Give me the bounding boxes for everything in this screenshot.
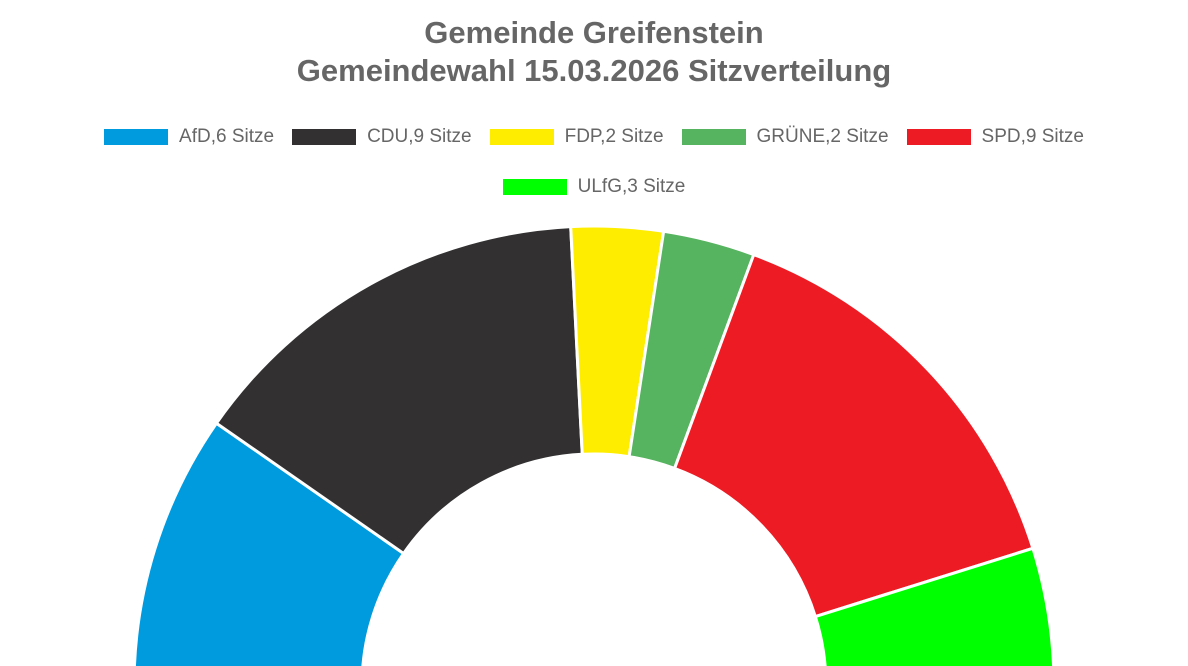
legend-swatch-afd bbox=[104, 129, 169, 145]
chart-title-line-2: Gemeindewahl 15.03.2026 Sitzverteilung bbox=[296, 53, 892, 88]
legend-swatch-fdp bbox=[489, 129, 554, 145]
legend-swatch-spd bbox=[906, 129, 971, 145]
legend-label-fdp: FDP,2 Sitze bbox=[564, 126, 664, 147]
legend-label-afd: AfD,6 Sitze bbox=[179, 126, 275, 147]
legend-item-afd[interactable]: AfD,6 Sitze bbox=[104, 126, 274, 148]
legend-item-ulfg[interactable]: ULfG,3 Sitze bbox=[502, 176, 686, 198]
legend-item-spd[interactable]: SPD,9 Sitze bbox=[906, 126, 1084, 148]
slice-spd[interactable] bbox=[672, 252, 1035, 619]
legend-swatch-ulfg bbox=[502, 179, 567, 195]
legend-label-cdu: CDU,9 Sitze bbox=[367, 126, 472, 147]
legend-item-gruene[interactable]: GRÜNE,2 Sitze bbox=[681, 126, 889, 148]
legend-label-ulfg: ULfG,3 Sitze bbox=[577, 176, 686, 197]
legend-label-gruene: GRÜNE,2 Sitze bbox=[756, 126, 889, 147]
legend: AfD,6 Sitze CDU,9 Sitze FDP,2 Sitze GRÜN… bbox=[0, 126, 1188, 198]
legend-item-fdp[interactable]: FDP,2 Sitze bbox=[489, 126, 664, 148]
slice-cdu[interactable] bbox=[214, 225, 584, 556]
chart-title: Gemeinde Greifenstein Gemeindewahl 15.03… bbox=[0, 14, 1188, 90]
legend-swatch-gruene bbox=[681, 129, 746, 145]
legend-swatch-cdu bbox=[292, 129, 357, 145]
legend-label-spd: SPD,9 Sitze bbox=[981, 126, 1084, 147]
legend-item-cdu[interactable]: CDU,9 Sitze bbox=[292, 126, 472, 148]
chart-title-line-1: Gemeinde Greifenstein bbox=[424, 15, 764, 50]
slice-ulfg[interactable] bbox=[813, 546, 1056, 666]
